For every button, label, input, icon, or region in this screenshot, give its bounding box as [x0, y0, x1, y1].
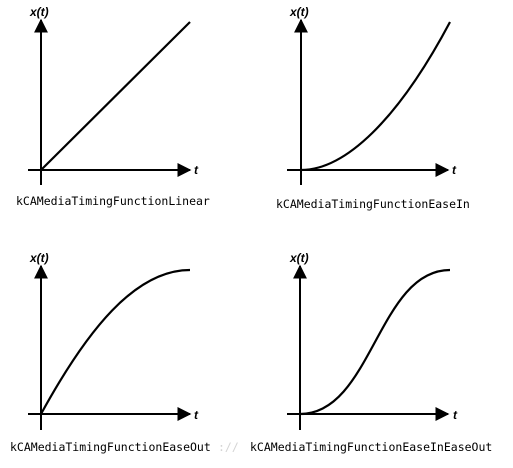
watermark: ://: [218, 440, 239, 454]
x-axis-label: t: [194, 163, 199, 177]
graph-ease-in-ease-out: x(t) t kCAMediaTimingFunctionEaseInEaseO…: [250, 251, 492, 454]
x-axis-label: t: [453, 408, 458, 422]
y-axis-label: x(t): [289, 5, 309, 19]
caption-ease-out: kCAMediaTimingFunctionEaseOut: [10, 440, 211, 454]
caption-ease-in-ease-out: kCAMediaTimingFunctionEaseInEaseOut: [250, 440, 492, 454]
curve-ease-in-ease-out: [299, 268, 451, 416]
caption-linear: kCAMediaTimingFunctionLinear: [16, 194, 210, 208]
curve-ease-in: [300, 21, 451, 172]
curve-linear: [40, 21, 191, 171]
graph-linear: x(t) t kCAMediaTimingFunctionLinear: [16, 5, 210, 208]
x-axis-label: t: [452, 163, 457, 177]
curve-ease-out: [40, 268, 191, 415]
caption-ease-in: kCAMediaTimingFunctionEaseIn: [276, 197, 470, 211]
graph-ease-in: x(t) t kCAMediaTimingFunctionEaseIn: [276, 5, 470, 211]
y-axis-label: x(t): [29, 251, 49, 265]
y-axis-label: x(t): [29, 5, 49, 19]
x-axis-label: t: [194, 408, 199, 422]
y-axis-label: x(t): [289, 251, 309, 265]
graph-ease-out: x(t) t kCAMediaTimingFunctionEaseOut: [10, 251, 211, 454]
